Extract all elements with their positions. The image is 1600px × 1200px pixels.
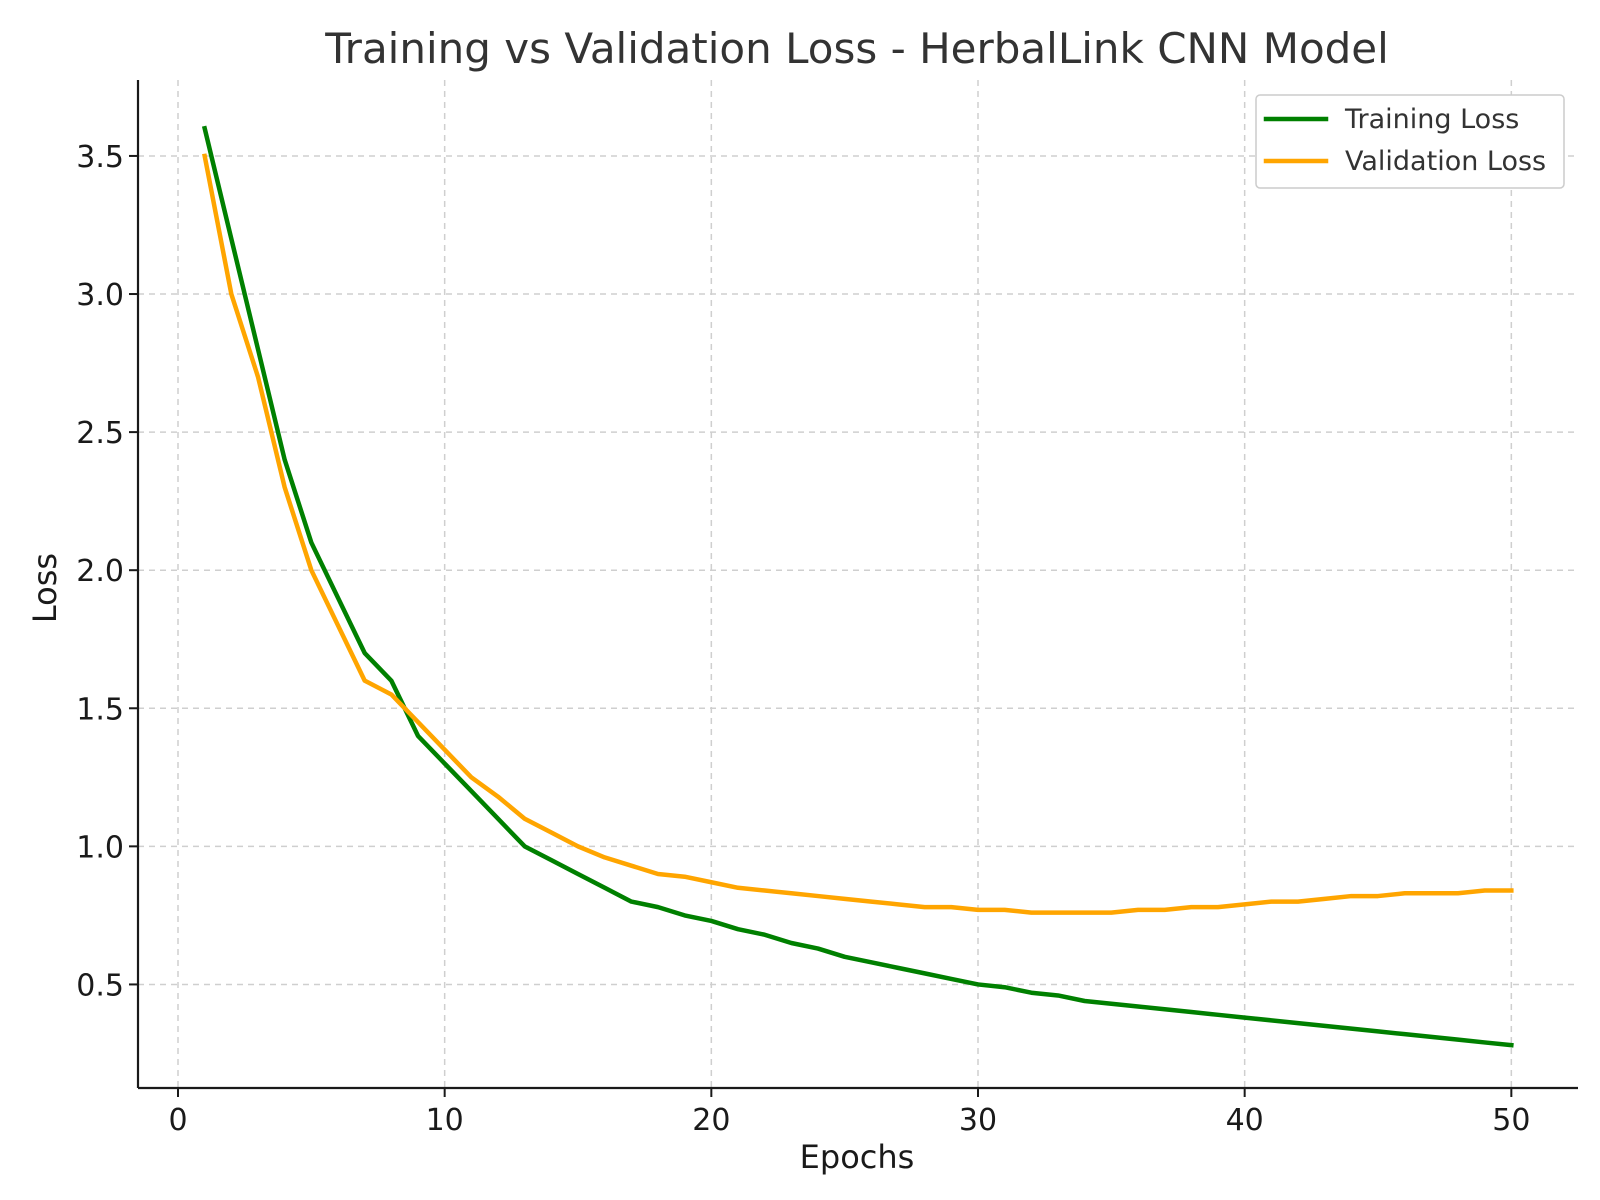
- chart-title: Training vs Validation Loss - HerbalLink…: [324, 24, 1389, 73]
- y-tick-label: 3.5: [76, 140, 124, 175]
- x-axis-label: Epochs: [800, 1138, 915, 1176]
- x-tick-label: 10: [426, 1103, 464, 1138]
- axes: [136, 80, 1578, 1090]
- y-tick-label: 1.0: [76, 830, 124, 865]
- x-tick-label: 40: [1226, 1103, 1264, 1138]
- x-tick-label: 30: [959, 1103, 997, 1138]
- y-tick-label: 1.5: [76, 692, 124, 727]
- x-ticks: 0 10 20 30 40 50: [168, 1088, 1530, 1138]
- legend-box: [1255, 94, 1565, 189]
- series-line-validation-loss: [202, 153, 1514, 915]
- y-ticks: 0.5 1.0 1.5 2.0 2.5 3.0 3.5: [76, 140, 138, 1003]
- y-tick-label: 0.5: [76, 968, 124, 1003]
- y-tick-label: 3.0: [76, 278, 124, 313]
- legend: Training Loss Validation Loss: [1255, 94, 1565, 189]
- legend-label-training-loss: Training Loss: [1344, 104, 1519, 135]
- series-line-training-loss: [201, 125, 1514, 1048]
- y-tick-label: 2.0: [76, 554, 124, 589]
- x-tick-label: 0: [168, 1103, 187, 1138]
- x-tick-label: 20: [692, 1103, 730, 1138]
- series-lines: [201, 125, 1514, 1048]
- y-tick-label: 2.5: [76, 416, 124, 451]
- legend-label-validation-loss: Validation Loss: [1345, 146, 1546, 177]
- x-tick-label: 50: [1492, 1103, 1530, 1138]
- grid: [138, 80, 1578, 1088]
- y-axis-label: Loss: [26, 553, 64, 623]
